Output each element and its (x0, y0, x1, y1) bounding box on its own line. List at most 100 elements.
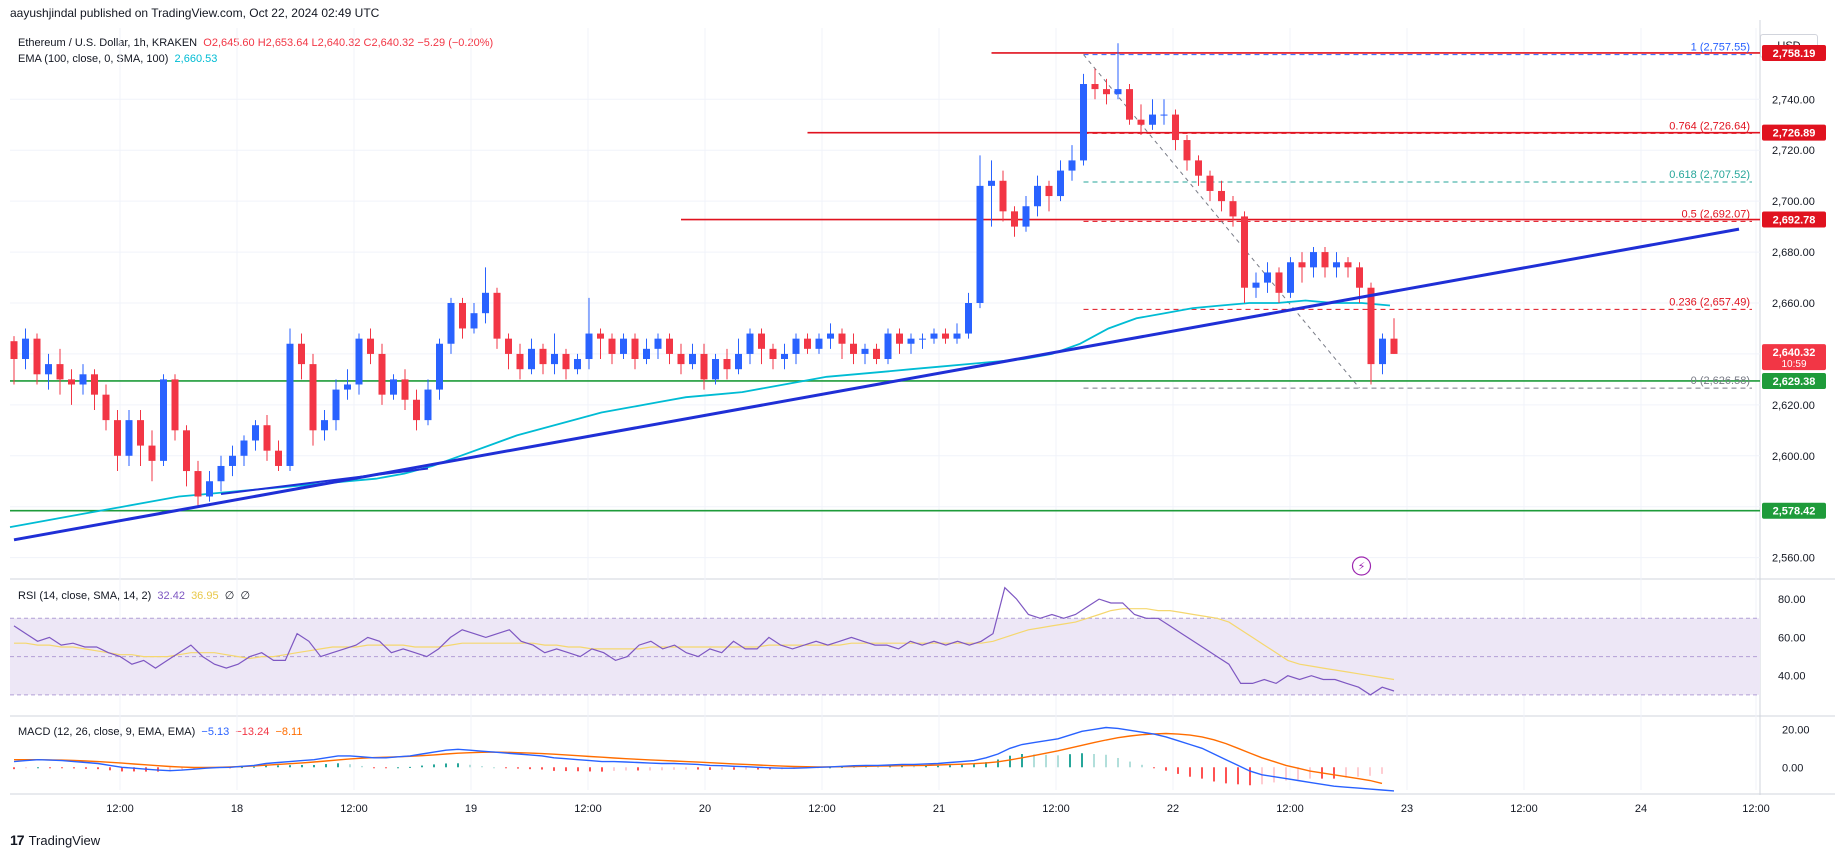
candle-body (447, 303, 455, 344)
macd-hist-bar (1333, 767, 1335, 779)
candle (884, 328, 892, 365)
candle (988, 160, 995, 227)
macd-hist-bar (961, 764, 963, 768)
candle (194, 460, 202, 507)
ema-label[interactable]: EMA (100, close, 0, SMA, 100) (18, 53, 169, 65)
macd-hist-bar (277, 765, 279, 768)
candle (321, 409, 328, 441)
macd-hist-bar (37, 767, 39, 769)
macd-hist-bar (829, 767, 831, 769)
candle (907, 333, 915, 354)
price-tick-label: 2,720.00 (1772, 145, 1815, 157)
candle (873, 343, 880, 365)
candle (1264, 262, 1271, 293)
macd-hist-bar (1357, 767, 1359, 777)
countdown-label: 10:59 (1781, 359, 1806, 370)
macd-hist-bar (1249, 767, 1251, 786)
candle (712, 353, 719, 385)
macd-hist-bar (589, 767, 591, 772)
macd-hist-bar (973, 764, 975, 768)
macd-hist-bar (121, 767, 123, 772)
macd-hist-bar (1033, 754, 1035, 768)
tradingview-brand[interactable]: 17 TradingView (10, 832, 100, 848)
candle-body (240, 440, 248, 456)
candle-body (125, 420, 133, 456)
candle-body (643, 348, 650, 360)
candle (838, 328, 846, 360)
macd-hist-bar (1141, 764, 1143, 768)
candle (1229, 196, 1237, 227)
candle-body (493, 292, 501, 339)
candle (539, 343, 547, 375)
macd-hist-bar (625, 767, 627, 771)
candle-body (275, 450, 282, 466)
candle (275, 440, 282, 472)
candle (689, 343, 696, 370)
macd-hist-bar (385, 767, 387, 769)
candle (401, 369, 409, 410)
candle (1011, 206, 1018, 237)
candle-body (1103, 89, 1110, 95)
macd-hist-bar (1021, 754, 1023, 768)
macd-hist-bar (289, 765, 291, 768)
candle (861, 343, 869, 365)
macd-hist-bar (757, 767, 759, 770)
candle-body (45, 364, 52, 375)
candle-body (654, 338, 662, 349)
candle-body (482, 292, 489, 314)
candle-body (436, 343, 443, 390)
macd-hist-bar (421, 765, 423, 768)
macd-hist-bar (685, 767, 687, 770)
candle (424, 379, 432, 426)
candle (286, 328, 294, 472)
candle (1022, 196, 1030, 232)
candle (666, 333, 673, 365)
candle-body (597, 333, 604, 339)
candle-body (1011, 211, 1018, 227)
candle (217, 455, 225, 492)
candle-body (1390, 338, 1398, 354)
candle-body (1298, 262, 1306, 268)
candle-body (298, 343, 305, 365)
rsi-legend: RSI (14, close, SMA, 14, 2) 32.42 36.95 … (18, 589, 250, 602)
candle-body (413, 399, 420, 421)
trendline (13, 227, 1740, 542)
candle-body (942, 333, 949, 339)
candle (1310, 246, 1317, 278)
macd-hist-bar (949, 765, 951, 768)
symbol-title[interactable]: Ethereum / U.S. Dollar, 1h, KRAKEN (18, 37, 198, 49)
candle-body (367, 338, 374, 354)
candle (919, 333, 926, 349)
fib-label: 0.5 (2,692.07) (1682, 208, 1751, 220)
ema-value: 2,660.53 (174, 53, 218, 65)
candle-body (171, 379, 179, 431)
macd-signal-value: −13.24 (235, 726, 270, 738)
macd-hist-bar (709, 767, 711, 770)
candle (436, 338, 443, 400)
candle-body (286, 343, 294, 466)
candle-body (1344, 262, 1352, 268)
candle-body (1252, 282, 1260, 288)
candle-body (1034, 185, 1041, 207)
macd-label[interactable]: MACD (12, 26, close, 9, EMA, EMA) (18, 726, 196, 738)
macd-hist-bar (397, 767, 399, 769)
resistance-price-tag (1762, 124, 1826, 141)
rsi-label[interactable]: RSI (14, close, SMA, 14, 2) (18, 590, 152, 602)
macd-hist-bar (481, 766, 483, 768)
time-tick-label: 19 (465, 803, 477, 815)
candle (309, 353, 317, 446)
candle-body (516, 353, 524, 370)
macd-hist-bar (469, 764, 471, 768)
macd-hist-bar (1225, 767, 1227, 784)
candle (91, 369, 98, 410)
macd-hist-bar (301, 764, 303, 768)
candle (137, 409, 144, 466)
macd-hist-bar (649, 767, 651, 771)
candle-body (1114, 89, 1122, 95)
macd-hist-bar (169, 767, 171, 772)
rsi-extra-2: ∅ (240, 590, 251, 602)
candle (585, 297, 593, 370)
candle (367, 328, 374, 365)
candle (930, 328, 938, 344)
